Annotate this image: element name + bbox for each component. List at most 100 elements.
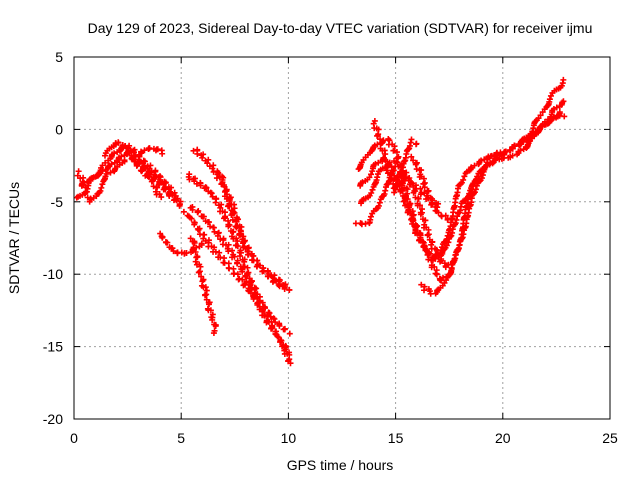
data-point (96, 169, 103, 176)
series-track-17 (418, 266, 455, 297)
data-point (244, 271, 251, 278)
data-point (234, 271, 241, 278)
data-point (204, 218, 211, 225)
data-point (209, 193, 216, 200)
data-point (286, 330, 293, 337)
data-point (196, 269, 203, 276)
data-point (420, 180, 427, 187)
data-point (98, 184, 105, 191)
data-point (156, 191, 163, 198)
data-point (247, 281, 254, 288)
data-point (210, 162, 217, 169)
data-point (194, 209, 201, 216)
data-point (424, 188, 431, 195)
data-point (82, 190, 89, 197)
data-point (422, 247, 429, 254)
data-point (103, 170, 110, 177)
grid (74, 57, 610, 419)
data-point (222, 214, 229, 221)
data-point (130, 149, 137, 156)
data-point (209, 165, 216, 172)
data-point (170, 248, 177, 255)
data-point (233, 218, 240, 225)
data-point (200, 151, 207, 158)
data-point (443, 242, 450, 249)
data-point (393, 149, 400, 156)
data-point (188, 215, 195, 222)
data-point (511, 143, 518, 150)
data-point (221, 183, 228, 190)
axis-ticks: 0 5 10 15 20 25 5 0 -5 -10 -15 -20 (43, 49, 618, 446)
data-point (236, 224, 243, 231)
data-point (545, 118, 552, 125)
data-point (400, 198, 407, 205)
data-point (397, 188, 404, 195)
data-point (159, 150, 166, 157)
x-tick-label: 5 (177, 430, 185, 446)
data-point (281, 326, 288, 333)
plot-frame (73, 56, 611, 420)
data-point (429, 257, 436, 264)
data-point (141, 147, 148, 154)
data-point (265, 309, 272, 316)
data-point (367, 213, 374, 220)
data-point (114, 149, 121, 156)
data-point (412, 161, 419, 168)
data-point (436, 252, 443, 259)
data-point (468, 164, 475, 171)
x-tick-label: 15 (388, 430, 404, 446)
y-tick-label: -5 (51, 194, 64, 210)
series-track-20 (408, 153, 456, 223)
data-point (111, 150, 118, 157)
data-point (171, 189, 178, 196)
data-point (189, 206, 196, 213)
data-point (215, 169, 222, 176)
data-point (409, 220, 416, 227)
data-point (433, 246, 440, 253)
data-point (401, 195, 408, 202)
data-point (422, 217, 429, 224)
data-point (192, 258, 199, 265)
data-series (73, 76, 568, 367)
series-track-19 (370, 117, 420, 196)
data-point (138, 148, 145, 155)
data-point (146, 173, 153, 180)
data-point (256, 262, 263, 269)
data-point (529, 129, 536, 136)
x-axis-label: GPS time / hours (287, 457, 394, 473)
data-point (418, 281, 425, 288)
data-point (390, 167, 397, 174)
data-point (199, 213, 206, 220)
data-point (192, 248, 199, 255)
series-track-08 (187, 235, 219, 337)
data-point (369, 186, 376, 193)
data-point (265, 273, 272, 280)
data-point (168, 245, 175, 252)
data-point (99, 168, 106, 175)
data-point (204, 160, 211, 167)
data-point (385, 135, 392, 142)
data-point (277, 337, 284, 344)
data-point (195, 226, 202, 233)
data-point (410, 157, 417, 164)
data-point (210, 330, 217, 337)
data-point (196, 268, 203, 275)
series-track-16 (352, 112, 568, 284)
data-point (532, 128, 539, 135)
data-point (226, 197, 233, 204)
series-track-10 (185, 171, 293, 337)
data-point (368, 171, 375, 178)
data-point (132, 153, 139, 160)
data-point (281, 285, 288, 292)
data-point (421, 287, 428, 294)
data-point (147, 162, 154, 169)
data-point (250, 295, 257, 302)
data-point (539, 122, 546, 129)
data-point (494, 154, 501, 161)
data-point (471, 189, 478, 196)
series-track-11 (180, 208, 293, 356)
data-point (212, 248, 219, 255)
data-point (176, 201, 183, 208)
data-point (270, 315, 277, 322)
